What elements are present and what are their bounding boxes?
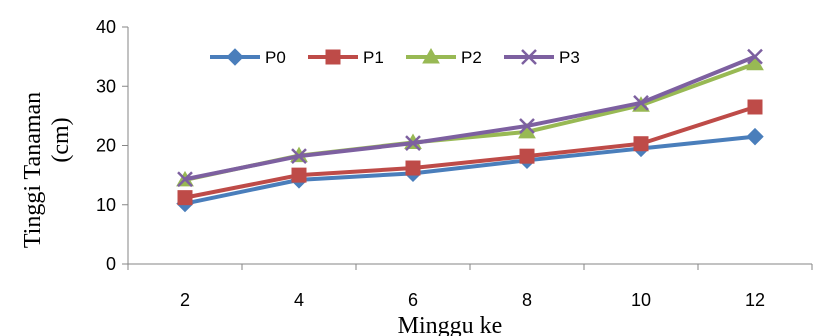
series-line-p0 [184, 134, 756, 206]
x-axis-title: Minggu ke [398, 313, 503, 336]
legend-marker-p1 [325, 49, 341, 65]
axis-titles: Minggu ke Tinggi Tanaman (cm) [20, 92, 502, 336]
data-point-p3-stroke-b [519, 118, 535, 134]
y-tick-label: 20 [96, 136, 116, 156]
legend-marker-p0 [226, 48, 244, 66]
series-line-p1 [184, 105, 756, 200]
series-p3 [177, 48, 763, 188]
legend-item-p1: P1 [308, 48, 384, 67]
y-tick-label: 30 [96, 76, 116, 96]
data-point-p2 [746, 54, 764, 71]
legend-label-p2: P2 [461, 48, 482, 67]
data-point-p3-stroke-b [633, 94, 649, 111]
legend-label-p1: P1 [363, 48, 384, 67]
legend: P0 P1 P2 P3 [210, 47, 580, 67]
y-tick-label: 0 [106, 254, 116, 274]
data-point-p3 [519, 118, 535, 134]
series-line-p3 [184, 54, 756, 182]
x-tick-label: 8 [522, 290, 532, 310]
legend-marker-p3-stroke-b [521, 49, 537, 65]
series-p1 [177, 99, 763, 206]
series-layer [176, 48, 764, 213]
data-point-p3 [747, 48, 763, 65]
x-tick-label: 4 [294, 290, 304, 310]
legend-marker-p2 [422, 47, 440, 64]
data-point-p1 [747, 99, 763, 115]
axes: 0 10 20 30 40 2 4 6 8 10 12 [96, 17, 813, 310]
y-tick-label: 10 [96, 195, 116, 215]
y-tick-label: 40 [96, 17, 116, 37]
data-point-p3 [405, 135, 421, 152]
legend-label-p0: P0 [265, 48, 286, 67]
series-p0 [176, 127, 764, 213]
data-point-p3 [177, 171, 193, 188]
data-point-p3-stroke-b [291, 148, 307, 165]
data-point-p1 [291, 167, 307, 183]
data-point-p0 [746, 127, 764, 146]
data-point-p1 [633, 136, 649, 152]
data-point-p1 [519, 148, 535, 164]
y-axis-title-line-1: Tinggi Tanaman [20, 92, 46, 248]
legend-item-p0: P0 [210, 48, 286, 67]
data-point-p3-stroke-b [405, 135, 421, 152]
data-point-p3-stroke-b [747, 48, 763, 65]
legend-item-p3: P3 [504, 48, 580, 67]
x-tick-label: 2 [180, 290, 190, 310]
data-point-p1 [405, 160, 421, 176]
legend-label-p3: P3 [559, 48, 580, 67]
legend-item-p2: P2 [406, 47, 482, 67]
x-tick-label: 10 [631, 290, 651, 310]
data-point-p1 [177, 190, 193, 206]
x-tick-label: 6 [408, 290, 418, 310]
data-point-p3 [291, 148, 307, 165]
data-point-p3-stroke-b [177, 171, 193, 188]
legend-marker-p3 [521, 49, 537, 65]
y-axis-title-line-2: (cm) [48, 117, 74, 162]
data-point-p3 [633, 94, 649, 111]
x-tick-label: 12 [745, 290, 765, 310]
